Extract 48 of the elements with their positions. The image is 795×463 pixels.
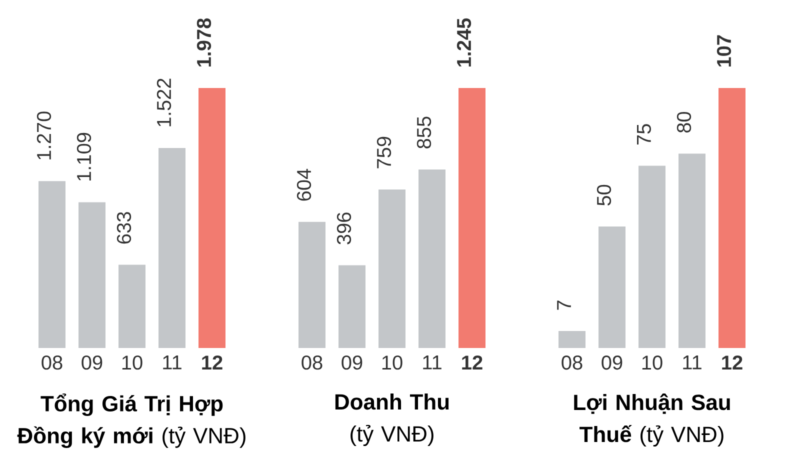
data-label: 1.109 — [76, 132, 92, 180]
data-label: 75 — [637, 124, 651, 145]
x-tick-label: 12 — [462, 356, 482, 370]
data-label: 855 — [416, 116, 432, 148]
bar — [718, 88, 746, 348]
data-label: 1.270 — [36, 112, 52, 160]
x-tick-label: 09 — [342, 356, 362, 370]
bar — [418, 169, 446, 348]
bar — [678, 154, 706, 348]
text: Lợi Nhuận Sau Thuế (tỷ VNĐ) — [574, 394, 730, 447]
x-tick-label: 08 — [302, 356, 322, 370]
bar — [458, 88, 486, 348]
x-tick-label: 09 — [602, 356, 622, 370]
bar — [118, 264, 146, 348]
bar — [598, 226, 626, 348]
x-tick-label: 10 — [382, 356, 402, 370]
text: Tổng Giá Trị Hợp Đồng ký mới (tỷ VNĐ) — [17, 394, 246, 448]
data-label: 759 — [376, 136, 392, 168]
x-tick-label: 12 — [202, 356, 222, 370]
bar — [158, 148, 186, 348]
data-label: 80 — [676, 112, 692, 133]
x-tick-label: 12 — [722, 356, 742, 370]
x-tick-label: 11 — [683, 356, 702, 370]
data-label: 107 — [716, 35, 732, 67]
bar — [38, 181, 66, 348]
x-tick-label: 08 — [562, 356, 582, 370]
bar — [638, 166, 666, 348]
bar — [198, 88, 226, 348]
x-tick-label: 10 — [642, 356, 662, 370]
data-label: 7 — [557, 300, 571, 310]
bar — [338, 265, 366, 348]
bar — [558, 330, 586, 348]
data-label: 1.978 — [196, 18, 212, 67]
bar — [378, 189, 406, 348]
x-tick-label: 10 — [122, 356, 142, 370]
text: Doanh Thu (tỷ VNĐ) — [335, 394, 449, 446]
data-label: 1.522 — [156, 78, 172, 126]
bar — [78, 202, 106, 348]
bar — [298, 222, 326, 348]
data-label: 633 — [116, 212, 132, 244]
data-label: 604 — [296, 168, 312, 201]
x-tick-label: 11 — [423, 356, 442, 370]
data-label: 1.245 — [456, 18, 472, 67]
x-tick-label: 09 — [82, 356, 102, 370]
x-tick-label: 11 — [163, 356, 182, 370]
data-label: 50 — [596, 184, 612, 206]
data-label: 396 — [336, 212, 352, 244]
x-tick-label: 08 — [42, 356, 62, 370]
